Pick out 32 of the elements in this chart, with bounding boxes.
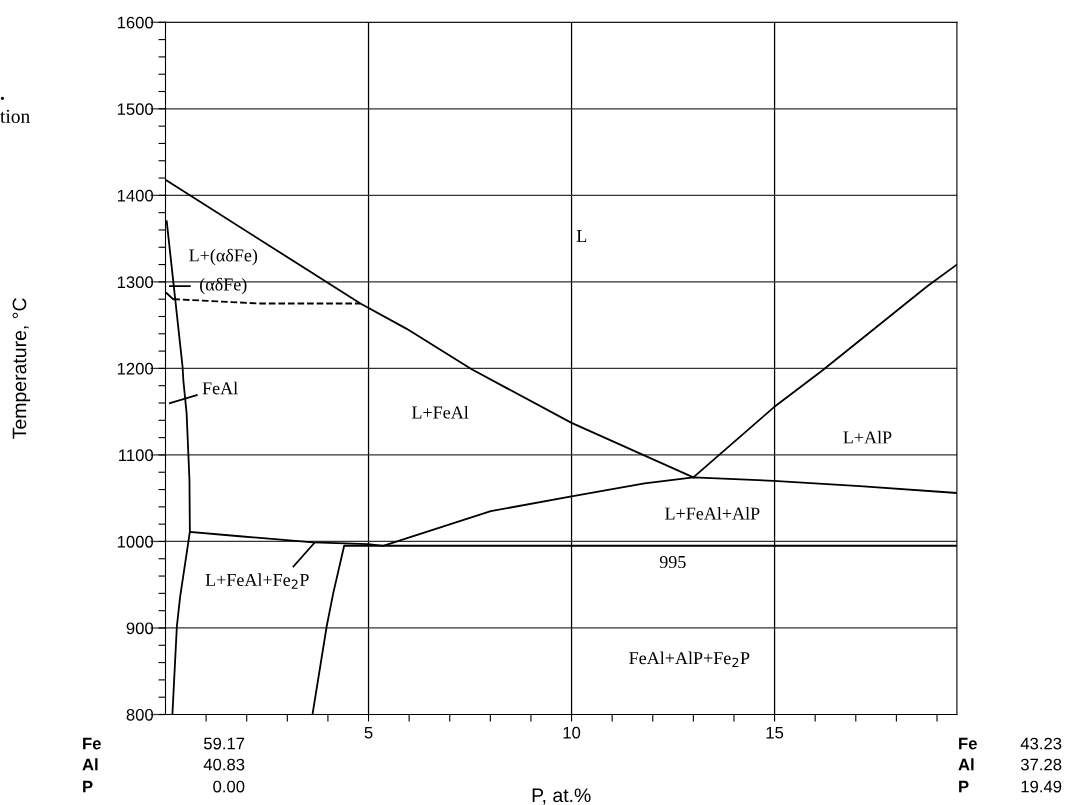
y-tick-label: 1300 — [117, 276, 154, 289]
annotation: L+AlP — [843, 430, 892, 444]
annotation: L+FeAl+AlP — [665, 506, 760, 520]
annotation: L — [576, 230, 587, 242]
y-tick-label: 1500 — [117, 103, 154, 116]
text: tion — [0, 109, 30, 123]
x-tick-label: 10 — [563, 726, 581, 739]
y-tick-label: 1000 — [117, 535, 154, 548]
annotation: 995 — [659, 555, 686, 569]
x-tick-label: 5 — [364, 726, 373, 739]
y-tick-label: 900 — [126, 622, 154, 635]
annotation: L+(αδFe) — [189, 248, 258, 266]
text: Fe 43.23 — [959, 737, 1062, 750]
y-tick-label: 1100 — [119, 449, 154, 462]
x-axis-title: P, at.% — [532, 788, 591, 805]
text: Al 40.83 — [82, 758, 245, 771]
text: Al 37.28 — [958, 758, 1062, 771]
text: P 19.49 — [959, 780, 1062, 793]
y-tick-label: 1200 — [117, 362, 154, 375]
annotation: (αδFe) — [200, 277, 247, 295]
text: . — [0, 96, 5, 100]
annotation: L+FeAl+Fe$_{2}$P — [205, 573, 309, 589]
y-tick-label: 1600 — [117, 16, 154, 29]
y-tick-label: 800 — [126, 708, 154, 721]
text: P 0.00 — [83, 780, 245, 793]
y-axis-title: Temperature, °C — [12, 298, 31, 439]
annotation: L+FeAl — [411, 405, 469, 419]
x-tick-label: 15 — [766, 726, 784, 739]
annotation: FeAl+AlP+Fe$_{2}$P — [629, 651, 750, 668]
y-tick-label: 1400 — [117, 189, 154, 202]
annotation: FeAl — [202, 381, 238, 395]
text: Fe 59.17 — [83, 737, 245, 750]
